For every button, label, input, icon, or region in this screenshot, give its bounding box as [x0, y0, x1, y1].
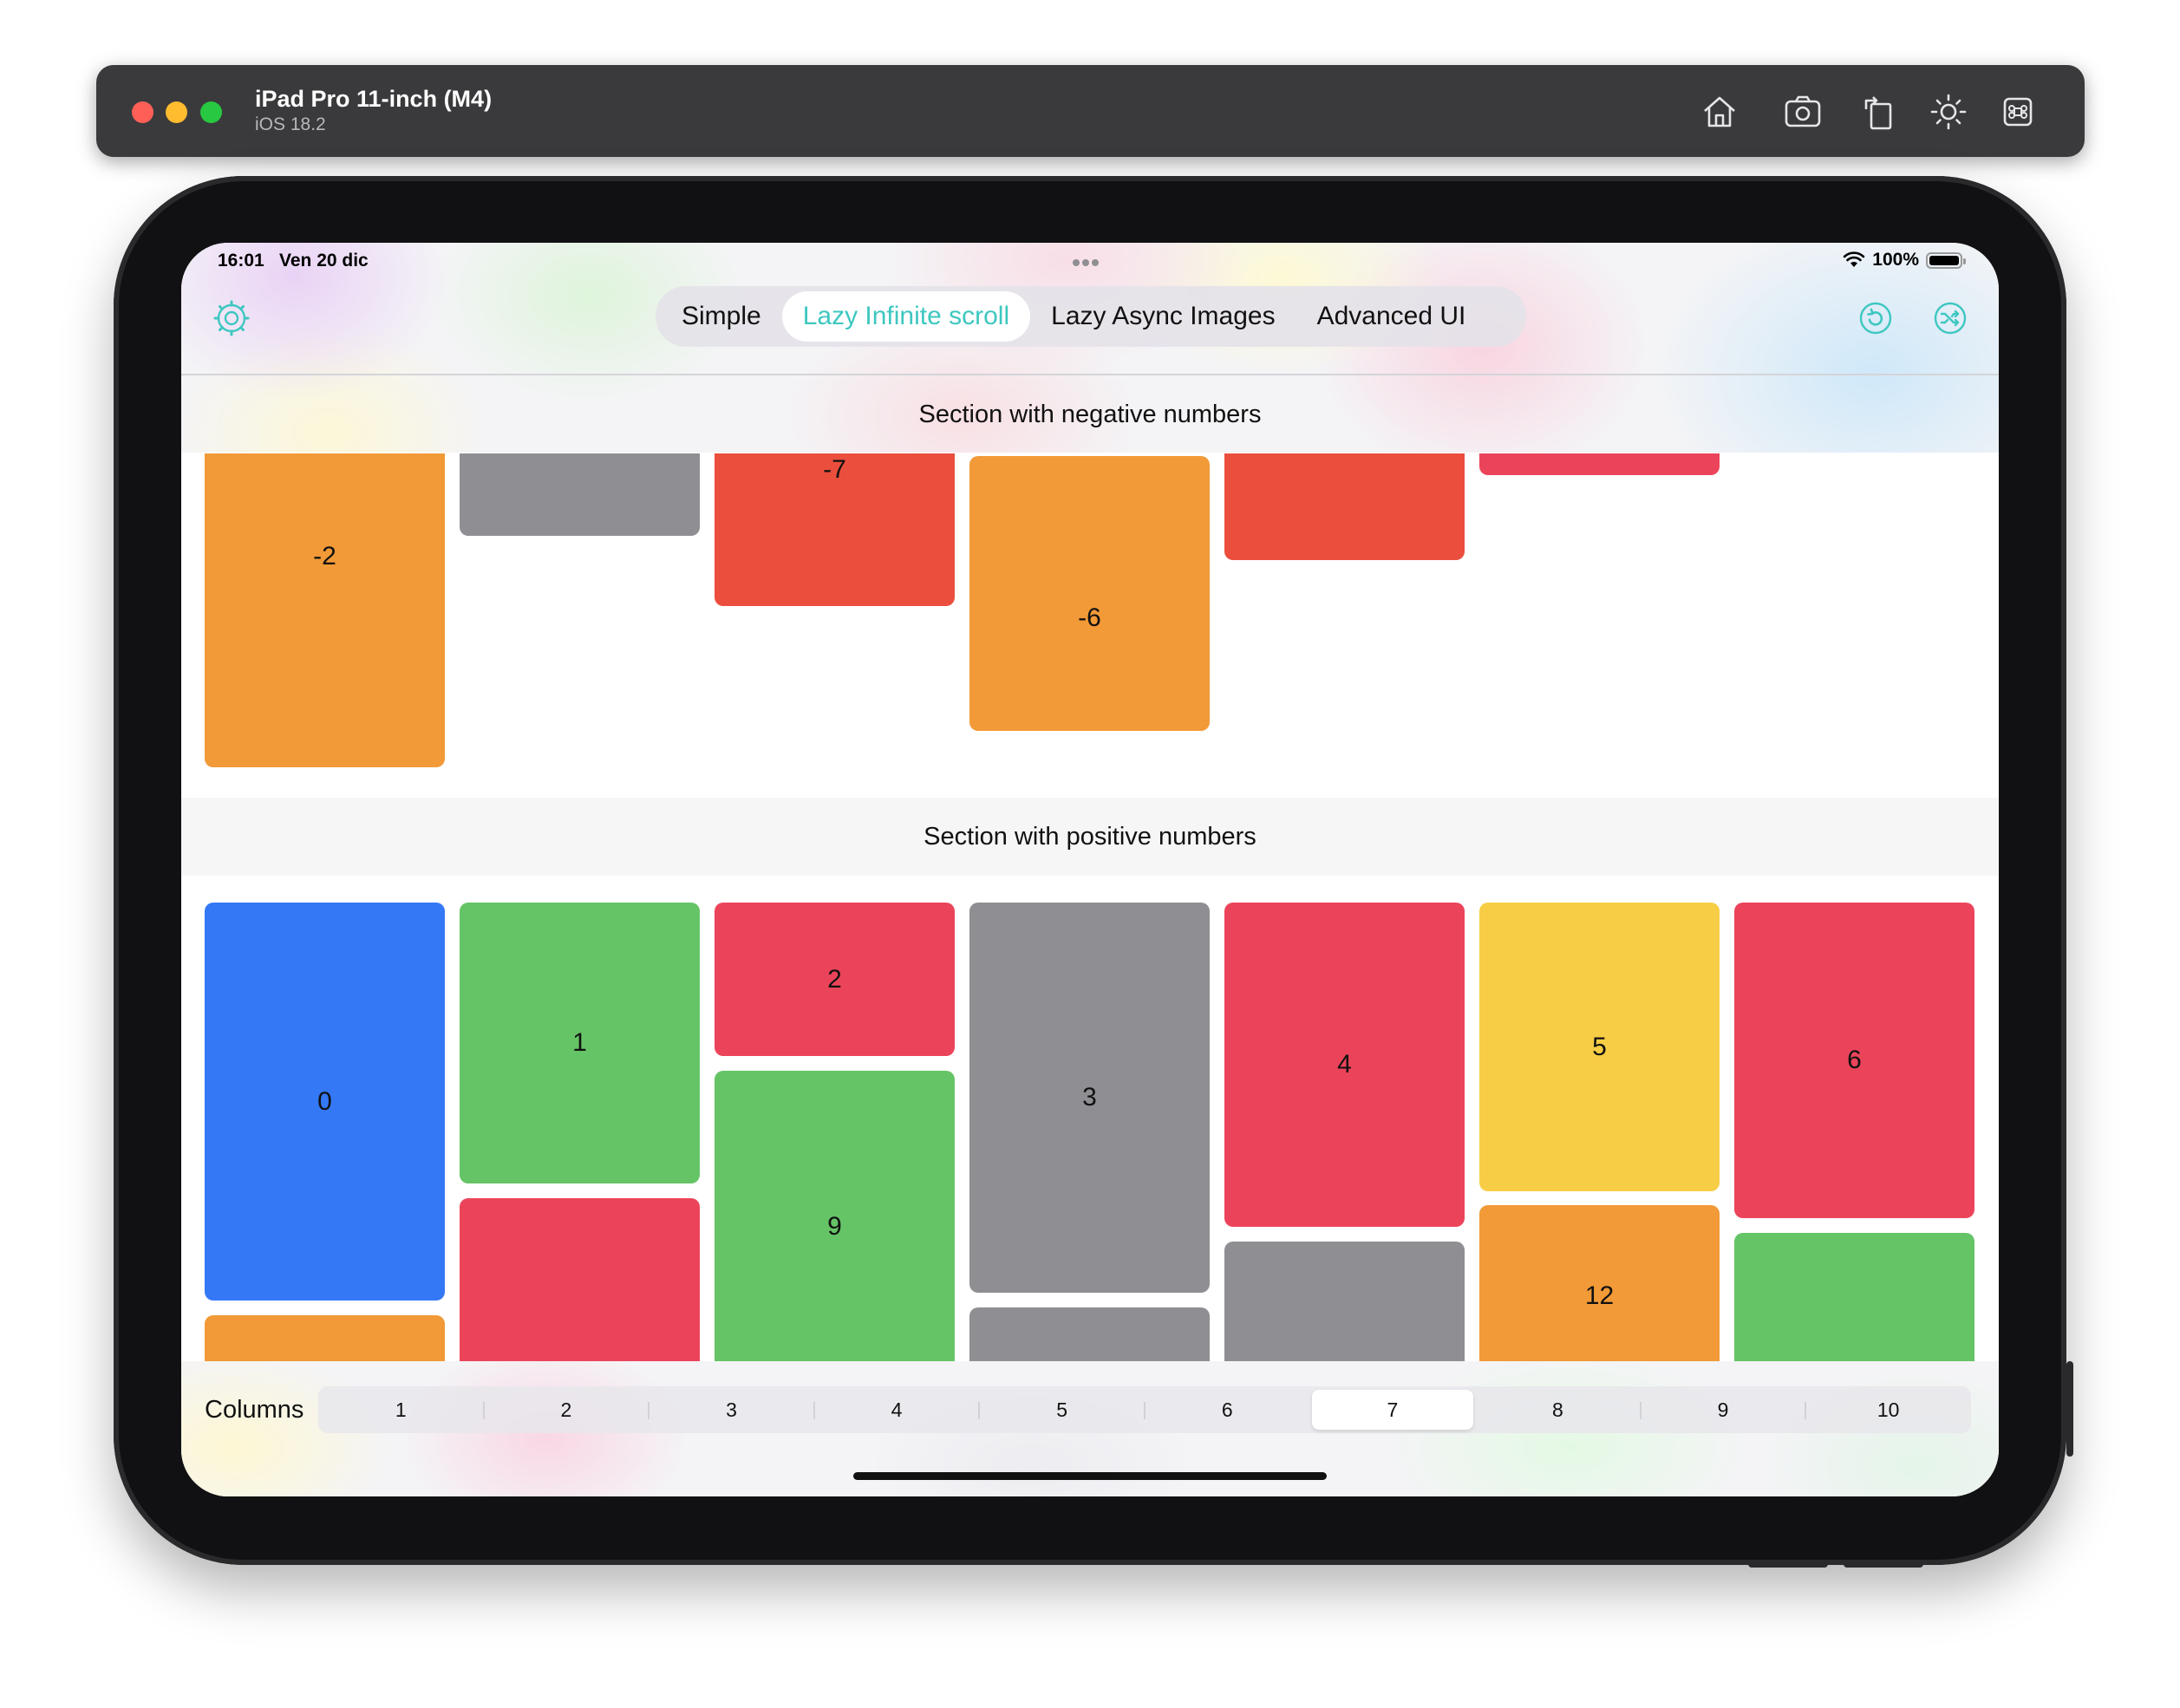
- columns-option-10[interactable]: 10: [1805, 1390, 1969, 1430]
- grid-tile[interactable]: [1734, 1233, 1974, 1361]
- grid-tile[interactable]: -2: [205, 453, 445, 767]
- columns-option-9[interactable]: 9: [1639, 1390, 1805, 1430]
- tile-label: 3: [1082, 1083, 1097, 1112]
- status-time: 16:01: [218, 251, 264, 271]
- positive-section-header: Section with positive numbers: [181, 798, 1999, 876]
- minimize-window-button[interactable]: [166, 101, 187, 123]
- grid-tile[interactable]: 12: [1479, 1205, 1720, 1361]
- columns-option-4[interactable]: 4: [813, 1390, 978, 1430]
- tab-simple[interactable]: Simple: [682, 302, 761, 330]
- columns-segmented-picker: 1 2 3 4 5 6 7 8 9 10: [318, 1386, 1971, 1433]
- rotate-icon[interactable]: [1857, 90, 1901, 134]
- nav-divider: [181, 374, 1999, 375]
- tile-label: 4: [1337, 1050, 1352, 1079]
- tab-segmented-control: Simple Lazy Infinite scroll Lazy Async I…: [656, 286, 1526, 347]
- tab-advanced-ui[interactable]: Advanced UI: [1316, 302, 1466, 330]
- zoom-window-button[interactable]: [200, 101, 222, 123]
- grid-tile[interactable]: 3: [969, 903, 1210, 1293]
- tile-label: -2: [313, 542, 336, 570]
- negative-section-header: Section with negative numbers: [918, 400, 1262, 428]
- status-date: Ven 20 dic: [279, 251, 369, 271]
- grid-tile[interactable]: [1224, 1242, 1465, 1361]
- battery-percentage: 100%: [1872, 250, 1919, 270]
- volume-up-button: [1748, 1561, 1828, 1568]
- grid-tile[interactable]: 5: [1479, 903, 1720, 1191]
- grid-tile[interactable]: -6: [969, 456, 1210, 731]
- device-screen: -2 -7 -6 0 1 2 9 3 4 5 12 6 Section with positive …: [181, 243, 1999, 1496]
- simulator-device-name: iPad Pro 11-inch (M4): [255, 86, 493, 112]
- tile-label: 6: [1847, 1046, 1862, 1074]
- tab-lazy-async-images[interactable]: Lazy Async Images: [1051, 302, 1276, 330]
- simulator-os-version: iOS 18.2: [255, 114, 326, 134]
- status-indicators: 100%: [1843, 249, 1966, 271]
- appearance-icon[interactable]: [1927, 90, 1970, 134]
- grid-tile[interactable]: [969, 1307, 1210, 1361]
- columns-option-7[interactable]: 7: [1311, 1390, 1474, 1430]
- grid-tile[interactable]: 6: [1734, 903, 1974, 1218]
- side-button: [2066, 1361, 2073, 1457]
- scroll-content[interactable]: -2 -7 -6 0 1 2 9 3 4 5 12 6: [181, 453, 1999, 1361]
- settings-icon[interactable]: [211, 297, 252, 339]
- tile-label: 5: [1592, 1032, 1607, 1061]
- screenshot-icon[interactable]: [1781, 90, 1824, 134]
- grid-tile[interactable]: [1224, 453, 1465, 560]
- tile-label: -7: [823, 455, 846, 484]
- tile-label: 2: [827, 964, 842, 994]
- columns-label: Columns: [205, 1396, 304, 1424]
- simulator-title-bar: [96, 65, 2085, 157]
- tile-label: 0: [317, 1086, 332, 1116]
- shuffle-icon[interactable]: [1929, 297, 1971, 339]
- home-icon[interactable]: [1698, 90, 1741, 134]
- top-navigation-bar: [181, 243, 1999, 453]
- columns-option-5[interactable]: 5: [978, 1390, 1143, 1430]
- grid-tile[interactable]: 0: [205, 903, 445, 1301]
- multitasking-dots-icon[interactable]: [1073, 255, 1107, 266]
- grid-tile[interactable]: 1: [460, 903, 700, 1183]
- refresh-icon[interactable]: [1855, 297, 1896, 339]
- home-indicator[interactable]: [853, 1472, 1327, 1480]
- grid-tile[interactable]: 9: [715, 1071, 955, 1361]
- grid-tile[interactable]: [205, 1315, 445, 1361]
- grid-tile[interactable]: [460, 453, 700, 536]
- grid-tile[interactable]: 4: [1224, 903, 1465, 1227]
- columns-option-1[interactable]: 1: [395, 1398, 407, 1421]
- columns-option-6[interactable]: 6: [1143, 1390, 1309, 1430]
- tile-label: 9: [827, 1212, 842, 1241]
- columns-option-3[interactable]: 3: [648, 1390, 813, 1430]
- wifi-icon: [1843, 251, 1865, 267]
- volume-down-button: [1844, 1561, 1923, 1568]
- battery-icon: [1926, 251, 1966, 269]
- tile-label: -6: [1078, 603, 1101, 632]
- grid-tile[interactable]: 2: [715, 903, 955, 1056]
- columns-option-2[interactable]: 2: [482, 1390, 648, 1430]
- columns-option-8[interactable]: 8: [1552, 1398, 1563, 1421]
- tile-label: 12: [1584, 1281, 1615, 1310]
- grid-tile[interactable]: [1479, 453, 1720, 475]
- keyboard-command-icon[interactable]: [1996, 90, 2040, 134]
- tab-lazy-infinite-scroll[interactable]: Lazy Infinite scroll: [781, 291, 1031, 342]
- tile-label: 1: [572, 1028, 587, 1057]
- close-window-button[interactable]: [132, 101, 153, 123]
- grid-tile[interactable]: -7: [715, 453, 955, 606]
- grid-tile[interactable]: [460, 1198, 700, 1361]
